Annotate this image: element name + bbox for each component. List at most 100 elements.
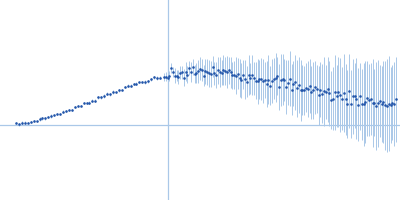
Point [24, 121, 31, 124]
Point [328, 98, 334, 101]
Point [74, 105, 81, 108]
Point [350, 95, 356, 98]
Point [130, 83, 137, 86]
Point [218, 71, 225, 74]
Point [292, 81, 298, 84]
Point [355, 103, 362, 106]
Point [69, 108, 75, 111]
Point [13, 121, 19, 125]
Point [42, 117, 48, 120]
Point [244, 80, 250, 83]
Point [249, 73, 255, 76]
Point [319, 92, 326, 95]
Point [45, 116, 52, 119]
Point [200, 74, 207, 77]
Point [298, 89, 304, 92]
Point [161, 75, 167, 78]
Point [310, 89, 316, 92]
Point [170, 71, 176, 74]
Point [238, 79, 244, 82]
Point [301, 89, 308, 92]
Point [182, 70, 189, 73]
Point [22, 121, 28, 124]
Point [262, 78, 268, 81]
Point [339, 97, 345, 100]
Point [316, 94, 322, 97]
Point [164, 76, 171, 80]
Point [202, 70, 208, 73]
Point [342, 98, 349, 101]
Point [128, 84, 134, 87]
Point [288, 88, 295, 91]
Point [48, 114, 54, 118]
Point [30, 119, 37, 123]
Point [276, 85, 282, 88]
Point [33, 120, 40, 123]
Point [364, 97, 370, 100]
Point [173, 74, 180, 77]
Point [166, 74, 172, 77]
Point [296, 83, 302, 86]
Point [198, 69, 205, 72]
Point [39, 117, 46, 120]
Point [359, 103, 365, 106]
Point [353, 97, 360, 100]
Point [382, 104, 388, 107]
Point [28, 120, 34, 123]
Point [299, 88, 306, 92]
Point [72, 105, 78, 108]
Point [83, 101, 90, 105]
Point [341, 92, 347, 95]
Point [234, 72, 241, 75]
Point [269, 79, 275, 83]
Point [222, 70, 228, 73]
Point [283, 85, 290, 88]
Point [270, 77, 277, 80]
Point [391, 102, 398, 106]
Point [324, 88, 331, 91]
Point [371, 101, 378, 104]
Point [60, 110, 66, 113]
Point [80, 101, 87, 104]
Point [157, 76, 163, 79]
Point [51, 114, 58, 117]
Point [122, 85, 128, 88]
Point [263, 82, 270, 86]
Point [168, 67, 174, 70]
Point [148, 78, 154, 81]
Point [86, 101, 93, 104]
Point [142, 81, 148, 84]
Point [337, 93, 344, 97]
Point [215, 69, 221, 72]
Point [63, 109, 69, 113]
Point [118, 88, 125, 91]
Point [179, 71, 185, 74]
Point [175, 75, 182, 78]
Point [213, 73, 219, 76]
Point [251, 77, 257, 80]
Point [197, 67, 203, 70]
Point [305, 87, 311, 91]
Point [136, 81, 143, 84]
Point [346, 90, 352, 93]
Point [209, 65, 216, 68]
Point [368, 97, 374, 100]
Point [195, 70, 201, 73]
Point [190, 65, 196, 69]
Point [312, 86, 318, 89]
Point [66, 108, 72, 111]
Point [54, 113, 60, 116]
Point [226, 69, 232, 72]
Point [229, 74, 236, 77]
Point [330, 97, 336, 100]
Point [274, 75, 280, 78]
Point [78, 104, 84, 107]
Point [393, 98, 399, 101]
Point [98, 96, 104, 99]
Point [254, 80, 261, 83]
Point [306, 85, 313, 88]
Point [366, 99, 372, 102]
Point [145, 80, 152, 83]
Point [110, 90, 116, 93]
Point [323, 90, 329, 93]
